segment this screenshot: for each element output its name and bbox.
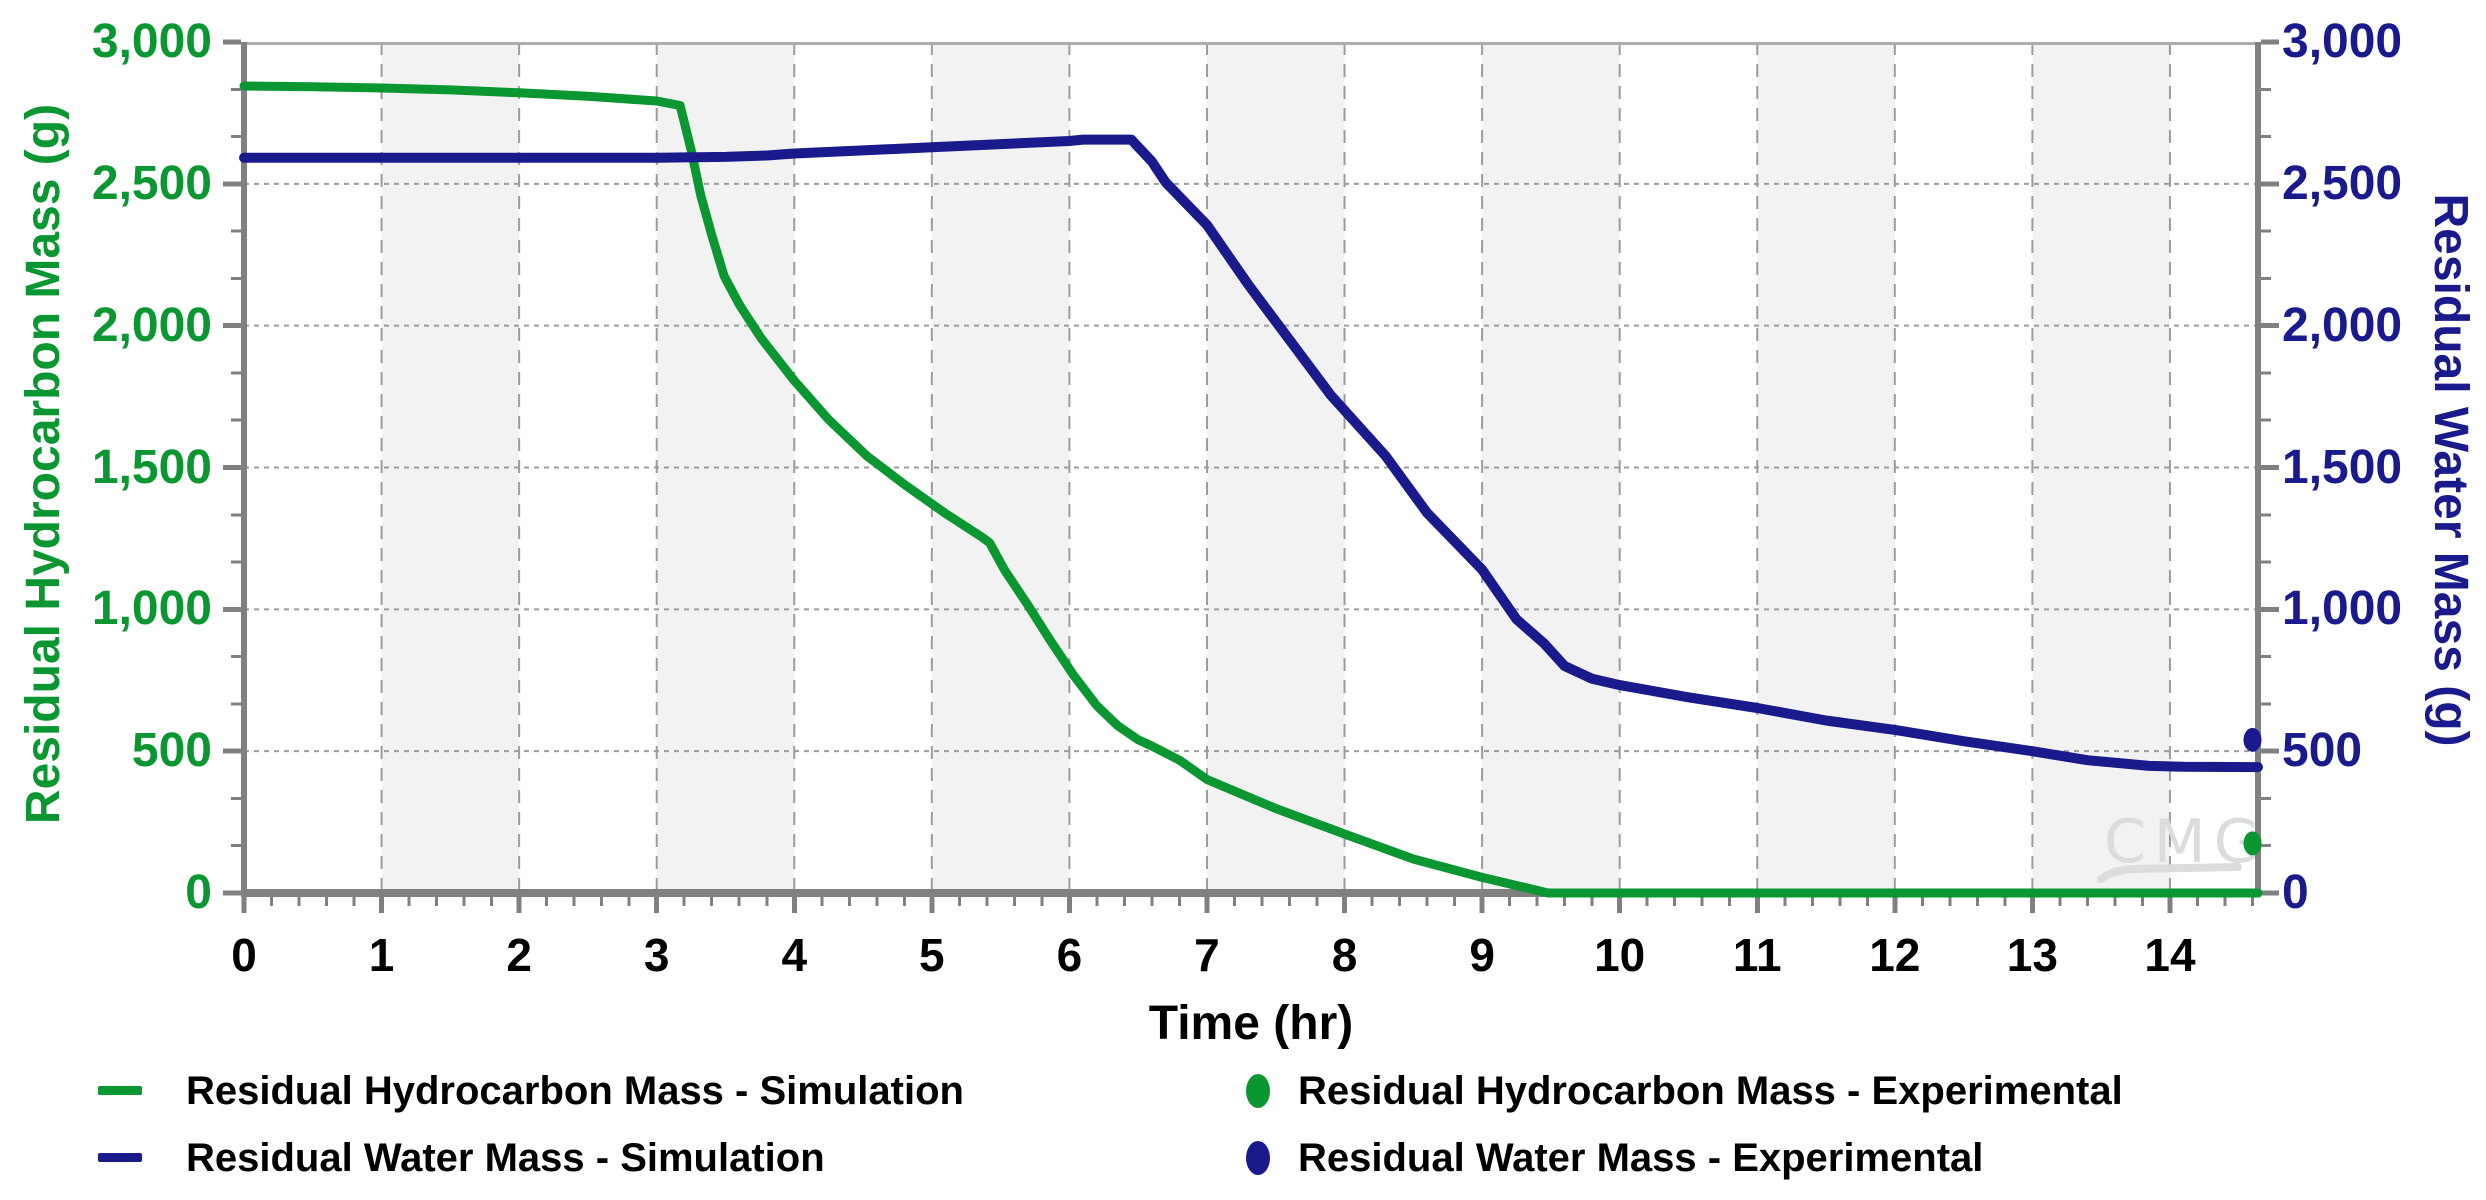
- water-simulation-line-marker: [98, 1153, 142, 1162]
- x-tick-label: 1: [368, 929, 395, 981]
- left-y-tick-label: 1,500: [91, 440, 212, 494]
- left-y-tick-label: 1,000: [91, 582, 212, 636]
- hydrocarbon-simulation-line-marker: [98, 1086, 142, 1095]
- legend-label-hydrocarbon-simulation: Residual Hydrocarbon Mass - Simulation: [186, 1069, 964, 1113]
- left-y-tick-label: 0: [185, 866, 212, 919]
- residual-hydrocarbon-mass-simulation-curve: [239, 81, 2263, 898]
- x-tick-label: 10: [1594, 929, 1646, 981]
- right-y-tick-label: 2,500: [2282, 156, 2403, 210]
- left-y-tick-label: 2,500: [91, 156, 212, 210]
- water-experimental-dot-marker: [1246, 1141, 1270, 1175]
- legend-label-hydrocarbon-experimental: Residual Hydrocarbon Mass - Experimental: [1298, 1069, 2123, 1113]
- left-y-tick-label: 2,000: [91, 298, 212, 352]
- residual-water-mass-experimental-point: [2243, 727, 2262, 752]
- x-tick-label: 13: [2006, 929, 2058, 981]
- x-tick-label: 6: [1056, 929, 1083, 981]
- x-tick-label: 3: [643, 929, 670, 981]
- x-axis-title: Time (hr): [1148, 997, 1354, 1050]
- right-y-tick-label: 3,000: [2282, 15, 2403, 68]
- x-tick-label: 0: [231, 929, 257, 981]
- axis-frame: [241, 42, 2261, 897]
- cmg-watermark: CMG: [2097, 807, 2260, 883]
- right-y-tick-label: 0: [2282, 866, 2309, 919]
- x-tick-label: 14: [2144, 929, 2196, 981]
- right-y-tick-label: 1,500: [2282, 440, 2403, 494]
- x-tick-label: 7: [1194, 929, 1220, 981]
- hydrocarbon-experimental-dot-marker: [1246, 1074, 1270, 1108]
- x-tick-label: 9: [1469, 929, 1495, 981]
- x-tick-label: 8: [1331, 929, 1358, 981]
- legend-label-water-simulation: Residual Water Mass - Simulation: [186, 1136, 825, 1180]
- left-y-tick-label: 500: [131, 724, 212, 778]
- gridlines: [244, 42, 2258, 893]
- x-tick-label: 11: [1732, 929, 1782, 981]
- x-tick-label: 2: [506, 929, 532, 981]
- x-tick-label: 5: [919, 929, 945, 981]
- x-tick-label: 12: [1869, 929, 1921, 981]
- x-tick-label: 4: [781, 929, 808, 981]
- axis-ticks: [223, 39, 2279, 913]
- right-y-tick-label: 2,000: [2282, 298, 2403, 352]
- residual-water-mass-simulation-curve: [239, 134, 2263, 773]
- left-y-tick-label: 3,000: [91, 15, 212, 68]
- right-y-tick-label: 500: [2282, 724, 2363, 778]
- right-y-tick-label: 1,000: [2282, 582, 2403, 636]
- legend-label-water-experimental: Residual Water Mass - Experimental: [1298, 1136, 1984, 1180]
- residual-hydrocarbon-mass-experimental-point: [2243, 831, 2262, 856]
